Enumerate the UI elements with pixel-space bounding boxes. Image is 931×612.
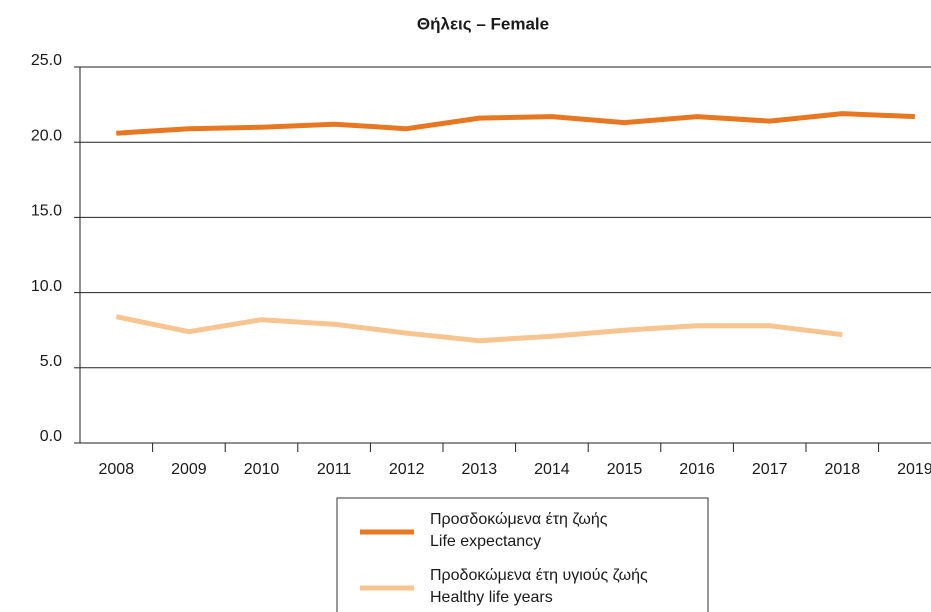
x-tick-label: 2017 <box>752 461 788 478</box>
x-tick-label: 2014 <box>534 461 570 478</box>
x-tick-label: 2012 <box>389 461 425 478</box>
x-tick-label: 2010 <box>244 461 280 478</box>
y-tick-label: 15.0 <box>31 203 62 220</box>
y-tick-label: 5.0 <box>40 353 62 370</box>
legend-label-en: Life expectancy <box>430 533 541 550</box>
legend-box <box>336 497 709 612</box>
y-tick-label: 0.0 <box>40 428 62 445</box>
series-line <box>116 111 916 136</box>
y-tick-label: 25.0 <box>31 52 62 69</box>
x-tick-label: 2011 <box>317 461 352 478</box>
x-tick-label: 2018 <box>825 461 861 478</box>
x-tick-label: 2009 <box>171 461 207 478</box>
chart-title: Θήλεις – Female <box>417 14 549 33</box>
legend-label: Προδοκώμενα έτη υγιούς ζωής <box>430 567 648 584</box>
x-tick-label: 2015 <box>607 461 643 478</box>
x-tick-label: 2016 <box>679 461 715 478</box>
x-tick-label: 2008 <box>99 461 135 478</box>
legend-label-en: Healthy life years <box>430 589 553 606</box>
x-tick-label: 2013 <box>462 461 498 478</box>
series-line <box>115 314 843 344</box>
y-tick-label: 20.0 <box>31 127 62 144</box>
y-tick-label: 10.0 <box>31 278 62 295</box>
legend-label: Προσδοκώμενα έτη ζωής <box>430 511 608 528</box>
x-tick-label: 2019 <box>897 461 931 478</box>
